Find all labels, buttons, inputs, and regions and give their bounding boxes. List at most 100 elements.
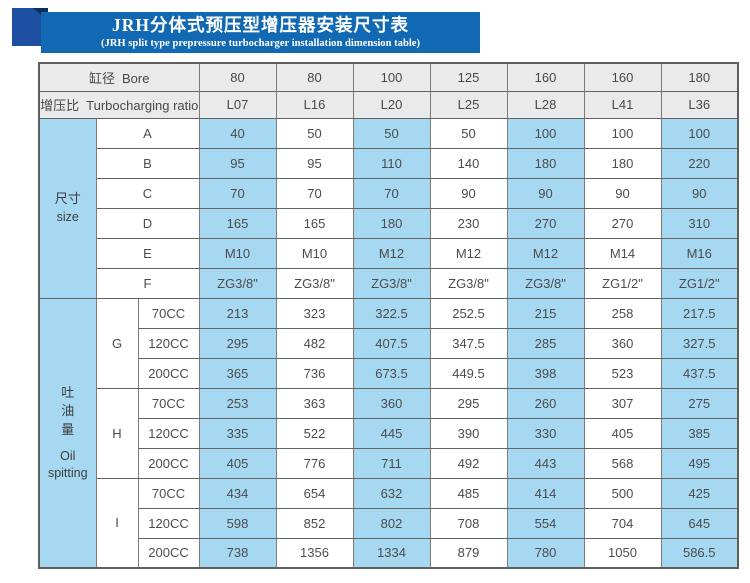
table-row: B 95 95 110 140 180 180 220 bbox=[39, 147, 739, 179]
bore-label-en: Bore bbox=[122, 70, 150, 86]
size-label-zh: 尺寸 bbox=[54, 191, 81, 207]
value-cell: 360 bbox=[352, 387, 431, 419]
value-cell: 437.5 bbox=[660, 357, 739, 389]
dimension-table: 缸径 Bore 80 80 100 125 160 160 180 增压比 Turb… bbox=[38, 62, 739, 569]
value-cell: 568 bbox=[583, 447, 662, 479]
page-subtitle: (JRH split type prepressure turbocharger… bbox=[100, 38, 421, 49]
value-cell: 90 bbox=[506, 177, 585, 209]
value-cell: 482 bbox=[275, 327, 354, 359]
value-cell: 252.5 bbox=[429, 297, 508, 329]
value-cell: M10 bbox=[275, 237, 354, 269]
value-cell: 598 bbox=[198, 507, 277, 539]
value-cell: 90 bbox=[583, 177, 662, 209]
value-cell: 215 bbox=[506, 297, 585, 329]
cc-label-cell: 120CC bbox=[137, 507, 200, 539]
value-cell: 165 bbox=[275, 207, 354, 239]
table-row: 缸径 Bore 80 80 100 125 160 160 180 bbox=[38, 62, 739, 92]
value-cell: 500 bbox=[583, 477, 662, 509]
value-cell: 405 bbox=[583, 417, 662, 449]
value-cell: 780 bbox=[506, 537, 585, 569]
value-cell: 180 bbox=[583, 147, 662, 179]
value-cell: 434 bbox=[198, 477, 277, 509]
value-cell: 398 bbox=[506, 357, 585, 389]
value-cell: 347.5 bbox=[429, 327, 508, 359]
value-cell: 275 bbox=[660, 387, 739, 419]
table-row: 增压比 Turbocharging ratio L07 L16 L20 L25 L… bbox=[38, 90, 739, 119]
value-cell: 363 bbox=[275, 387, 354, 419]
bore-value-cell: 80 bbox=[275, 62, 354, 92]
value-cell: 323 bbox=[275, 297, 354, 329]
size-section-label: 尺寸 size bbox=[38, 117, 97, 299]
value-cell: 70 bbox=[275, 177, 354, 209]
table-row: I 70CC 434 654 632 485 414 500 425 bbox=[39, 477, 739, 569]
value-cell: 449.5 bbox=[429, 357, 508, 389]
value-cell: 180 bbox=[352, 207, 431, 239]
value-cell: 523 bbox=[583, 357, 662, 389]
value-cell: ZG3/8" bbox=[429, 267, 508, 299]
value-cell: 632 bbox=[352, 477, 431, 509]
value-cell: 260 bbox=[506, 387, 585, 419]
value-cell: 213 bbox=[198, 297, 277, 329]
value-cell: 554 bbox=[506, 507, 585, 539]
param-label-cell: F bbox=[95, 267, 200, 299]
value-cell: 180 bbox=[506, 147, 585, 179]
value-cell: 390 bbox=[429, 417, 508, 449]
value-cell: 270 bbox=[583, 207, 662, 239]
table-row: 吐油量 Oil spitting G 70CC 213 323 322.5 252… bbox=[38, 297, 739, 569]
cc-label-cell: 70CC bbox=[137, 297, 200, 329]
group-label-cell: I bbox=[95, 477, 139, 569]
value-cell: ZG3/8" bbox=[506, 267, 585, 299]
param-label-cell: B bbox=[95, 147, 200, 179]
value-cell: 100 bbox=[583, 117, 662, 149]
value-cell: M14 bbox=[583, 237, 662, 269]
value-cell: 704 bbox=[583, 507, 662, 539]
value-cell: 673.5 bbox=[352, 357, 431, 389]
group-label-cell: H bbox=[95, 387, 139, 479]
value-cell: M12 bbox=[352, 237, 431, 269]
ratio-value-cell: L07 bbox=[198, 90, 277, 119]
oil-label-zh: 吐油量 bbox=[61, 384, 75, 438]
cc-label-cell: 200CC bbox=[137, 537, 200, 569]
value-cell: 443 bbox=[506, 447, 585, 479]
value-cell: ZG3/8" bbox=[352, 267, 431, 299]
bore-value-cell: 160 bbox=[583, 62, 662, 92]
value-cell: 485 bbox=[429, 477, 508, 509]
value-cell: 295 bbox=[429, 387, 508, 419]
table-row: 尺寸 size A 40 50 50 50 100 100 100 bbox=[38, 117, 739, 299]
value-cell: M12 bbox=[506, 237, 585, 269]
value-cell: 100 bbox=[660, 117, 739, 149]
cc-label-cell: 120CC bbox=[137, 417, 200, 449]
param-label-cell: D bbox=[95, 207, 200, 239]
table-row: D 165 165 180 230 270 270 310 bbox=[39, 207, 739, 239]
value-cell: 776 bbox=[275, 447, 354, 479]
value-cell: 708 bbox=[429, 507, 508, 539]
param-label-cell: C bbox=[95, 177, 200, 209]
cc-label-cell: 70CC bbox=[137, 387, 200, 419]
value-cell: 50 bbox=[352, 117, 431, 149]
title-banner: JRH分体式预压型增压器安装尺寸表 (JRH split type prepre… bbox=[41, 12, 480, 53]
cc-label-cell: 200CC bbox=[137, 447, 200, 479]
value-cell: 50 bbox=[275, 117, 354, 149]
value-cell: 230 bbox=[429, 207, 508, 239]
value-cell: 40 bbox=[198, 117, 277, 149]
bore-value-cell: 180 bbox=[660, 62, 739, 92]
cc-label-cell: 70CC bbox=[137, 477, 200, 509]
table-row: E M10 M10 M12 M12 M12 M14 M16 bbox=[39, 237, 739, 269]
value-cell: 70 bbox=[352, 177, 431, 209]
ratio-label-en: Turbocharging ratio bbox=[86, 98, 199, 113]
cc-label-cell: 120CC bbox=[137, 327, 200, 359]
group-label-cell: G bbox=[95, 297, 139, 389]
ratio-row-label: 增压比 Turbocharging ratio bbox=[38, 90, 200, 119]
value-cell: 322.5 bbox=[352, 297, 431, 329]
bore-value-cell: 80 bbox=[198, 62, 277, 92]
ratio-value-cell: L28 bbox=[506, 90, 585, 119]
table-row: C 70 70 70 90 90 90 90 bbox=[39, 177, 739, 209]
value-cell: 445 bbox=[352, 417, 431, 449]
oil-label-en: Oil spitting bbox=[47, 449, 88, 481]
param-label-cell: E bbox=[95, 237, 200, 269]
value-cell: 335 bbox=[198, 417, 277, 449]
ratio-value-cell: L20 bbox=[352, 90, 431, 119]
bore-value-cell: 125 bbox=[429, 62, 508, 92]
value-cell: 425 bbox=[660, 477, 739, 509]
value-cell: 495 bbox=[660, 447, 739, 479]
